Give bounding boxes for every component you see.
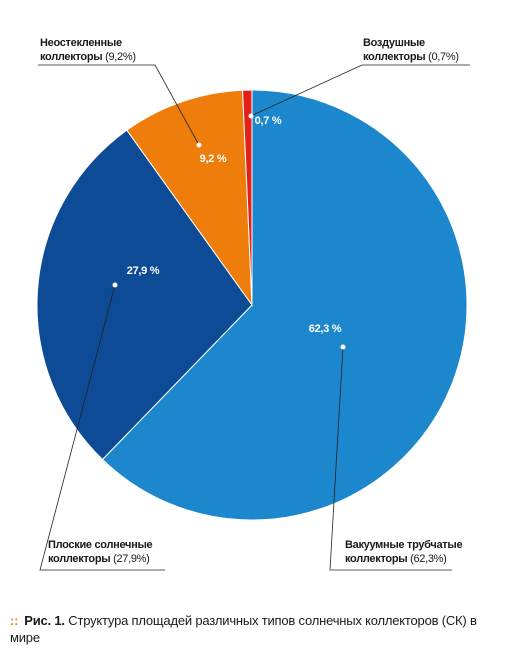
slice-label: Плоские солнечные коллекторы (27,9%) (48, 538, 173, 566)
leader-dot (196, 142, 202, 148)
category-name: Воздушные коллекторы (363, 37, 426, 63)
category-name: Вакуумные трубчатые коллекторы (345, 539, 463, 565)
caption-label: Рис. 1. (24, 613, 65, 628)
category-share: (9,2%) (105, 51, 136, 63)
leader-dot (112, 282, 118, 288)
pie-slice (126, 89, 253, 307)
category-share: (62,3%) (410, 553, 447, 565)
slice-label: Вакуумные трубчатые коллекторы (62,3%) (345, 538, 470, 566)
category-name: Плоские солнечные коллекторы (48, 539, 153, 565)
slice-label: Неостекленные коллекторы (9,2%) (40, 36, 152, 64)
category-name: Неостекленные коллекторы (40, 37, 122, 63)
leader-line (329, 346, 452, 571)
leader-dot (248, 113, 254, 119)
pie-slice (101, 89, 468, 521)
pie-slice (242, 89, 253, 306)
data-label: 0,7 % (255, 115, 282, 127)
data-label: 27,9 % (127, 265, 160, 277)
category-share: (0,7%) (428, 51, 459, 63)
leader-line (39, 284, 165, 571)
category-share: (27,9%) (113, 553, 150, 565)
data-label: 9,2 % (200, 153, 227, 165)
leader-line (250, 64, 470, 117)
caption: :: Рис. 1. Структура площадей различных т… (10, 613, 477, 645)
leader-line (38, 64, 200, 146)
data-label: 62,3 % (309, 323, 342, 335)
slice-label: Воздушные коллекторы (0,7%) (363, 36, 475, 64)
leader-dot (340, 344, 346, 350)
caption-text: Структура площадей различных типов солне… (10, 613, 477, 645)
